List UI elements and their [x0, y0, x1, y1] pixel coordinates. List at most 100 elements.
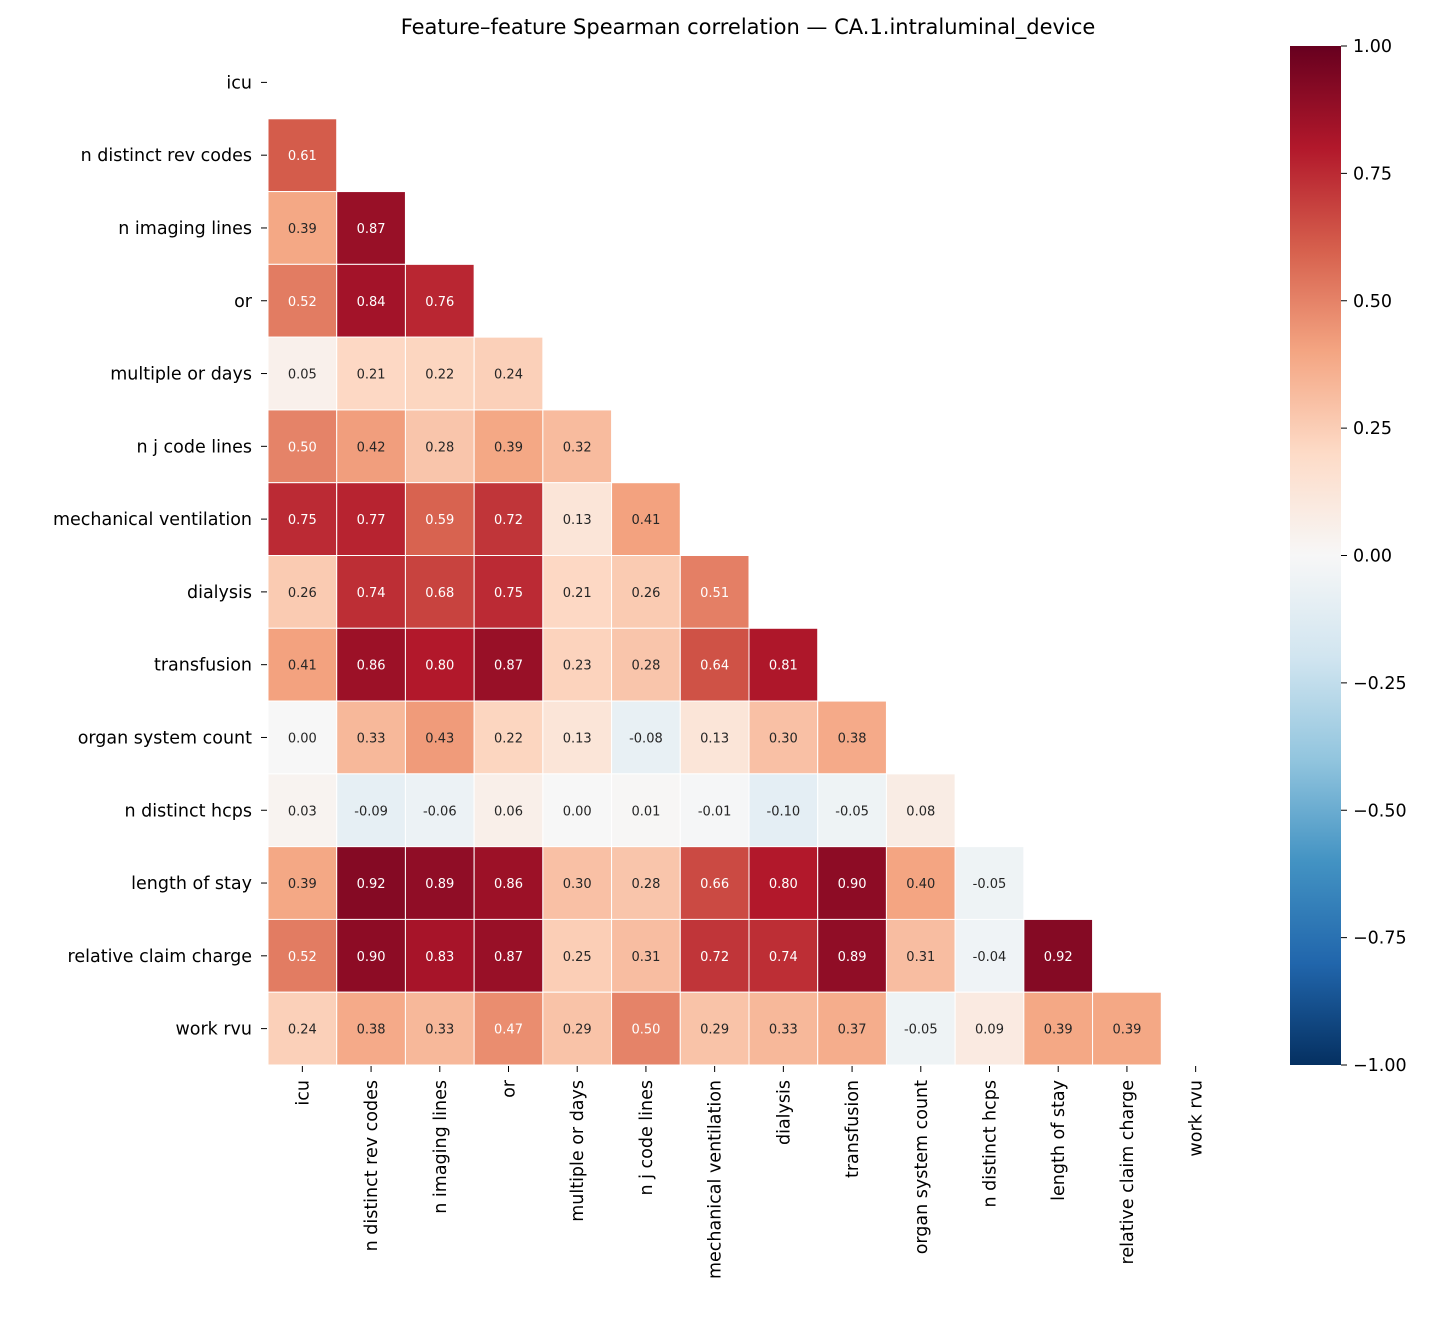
- heatmap-cell: [336, 409, 406, 484]
- cell-annotation: 0.37: [838, 1023, 867, 1038]
- cell-annotation: 0.00: [563, 804, 592, 819]
- heatmap-cell: [267, 918, 338, 993]
- cell-annotation: 0.76: [425, 295, 454, 310]
- heatmap-cell: [473, 555, 544, 629]
- cell-annotation: 0.86: [357, 659, 386, 674]
- cell-annotation: 0.39: [494, 440, 523, 455]
- cell-annotation: 0.26: [288, 586, 317, 601]
- heatmap-cell: [473, 482, 544, 557]
- heatmap-cell: [336, 482, 406, 557]
- heatmap-cell: [817, 991, 887, 1066]
- cell-annotation: -0.04: [973, 950, 1007, 965]
- heatmap-cell: [267, 991, 338, 1066]
- cell-annotation: 0.38: [357, 1023, 386, 1038]
- x-tick-label: icu: [293, 1080, 313, 1106]
- heatmap-cell: [267, 846, 338, 920]
- heatmap-cell: [954, 918, 1025, 993]
- cell-annotation: 0.30: [769, 731, 798, 746]
- cell-annotation: -0.05: [904, 1023, 938, 1038]
- cell-annotation: -0.09: [354, 804, 388, 819]
- cell-annotation: 0.01: [631, 804, 660, 819]
- chart-title: Feature–feature Spearman correlation — C…: [401, 15, 1096, 40]
- cell-annotation: 0.39: [1112, 1023, 1141, 1038]
- y-tick-label: or: [234, 292, 253, 312]
- colorbar-tick-label: −1.00: [1353, 1056, 1407, 1076]
- heatmap-cell: [336, 918, 406, 993]
- cell-annotation: 0.29: [700, 1023, 729, 1038]
- heatmap-cell: [404, 918, 475, 993]
- heatmap-cell: [817, 846, 887, 920]
- heatmap-cell: [611, 700, 681, 775]
- heatmap-cell: [1092, 991, 1162, 1066]
- x-tick-label: multiple or days: [568, 1080, 588, 1222]
- x-tick-label: mechanical ventilation: [706, 1080, 726, 1279]
- heatmap-cell: [473, 991, 544, 1066]
- cell-annotation: 0.89: [425, 877, 454, 892]
- cell-annotation: 0.77: [357, 513, 386, 528]
- y-tick-label: dialysis: [187, 583, 252, 603]
- cell-annotation: 0.72: [494, 513, 523, 528]
- cell-annotation: 0.90: [838, 877, 867, 892]
- cell-annotation: 0.41: [631, 513, 660, 528]
- cell-annotation: -0.01: [698, 804, 732, 819]
- cell-annotation: 0.75: [494, 586, 523, 601]
- cell-annotation: 0.87: [494, 659, 523, 674]
- heatmap-cells: 0.61 0.39 0.87 0.52 0.84 0.76 0.05 0.21 0.22 0.24…: [267, 118, 1162, 1066]
- colorbar-tick-label: 0.25: [1353, 419, 1392, 439]
- heatmap-cell: [404, 773, 475, 848]
- cell-annotation: 0.28: [631, 877, 660, 892]
- heatmap-cell: [954, 846, 1025, 920]
- cell-annotation: 0.33: [357, 731, 386, 746]
- cell-annotation: 0.80: [769, 877, 798, 892]
- cell-annotation: 0.28: [631, 659, 660, 674]
- x-tick-label: work rvu: [1187, 1080, 1207, 1157]
- cell-annotation: 0.29: [563, 1023, 592, 1038]
- x-tick-label: length of stay: [1049, 1080, 1069, 1201]
- heatmap-cell: [267, 263, 338, 338]
- heatmap-cell: [679, 991, 750, 1066]
- heatmap-cell: [473, 918, 544, 993]
- x-tick-label: dialysis: [774, 1080, 794, 1145]
- cell-annotation: 0.59: [425, 513, 454, 528]
- x-tick-label: transfusion: [843, 1080, 863, 1178]
- cell-annotation: 0.33: [425, 1023, 454, 1038]
- cell-annotation: 0.84: [357, 295, 386, 310]
- heatmap-cell: [885, 918, 956, 993]
- heatmap-cell: [404, 700, 475, 775]
- cell-annotation: 0.21: [563, 586, 592, 601]
- cell-annotation: 0.24: [288, 1023, 317, 1038]
- cell-annotation: 0.89: [838, 950, 867, 965]
- y-tick-label: relative claim charge: [68, 947, 252, 967]
- cell-annotation: -0.06: [423, 804, 457, 819]
- y-tick-label: n distinct hcps: [124, 801, 252, 821]
- cell-annotation: -0.05: [973, 877, 1007, 892]
- heatmap-cell: [885, 773, 956, 848]
- y-tick-label: length of stay: [131, 874, 252, 894]
- cell-annotation: 0.05: [288, 368, 317, 383]
- y-tick-label: n imaging lines: [118, 219, 252, 239]
- cell-annotation: 0.08: [906, 804, 935, 819]
- cell-annotation: 0.13: [700, 731, 729, 746]
- cell-annotation: 0.33: [769, 1023, 798, 1038]
- heatmap-cell: [473, 409, 544, 484]
- colorbar-tick-label: −0.75: [1353, 929, 1407, 949]
- y-tick-label: n j code lines: [136, 437, 252, 457]
- y-tick-label: mechanical ventilation: [53, 510, 252, 530]
- cell-annotation: 0.21: [357, 368, 386, 383]
- cell-annotation: 0.64: [700, 659, 729, 674]
- cell-annotation: 0.81: [769, 659, 798, 674]
- cell-annotation: 0.32: [563, 440, 592, 455]
- cell-annotation: 0.83: [425, 950, 454, 965]
- cell-annotation: 0.86: [494, 877, 523, 892]
- heatmap-cell: [404, 482, 475, 557]
- y-tick-label: n distinct rev codes: [81, 146, 252, 166]
- heatmap-cell: [954, 991, 1025, 1066]
- cell-annotation: 0.74: [769, 950, 798, 965]
- cell-annotation: 0.06: [494, 804, 523, 819]
- x-tick-label: n imaging lines: [431, 1080, 451, 1214]
- cell-annotation: -0.10: [767, 804, 801, 819]
- x-tick-label: n distinct rev codes: [362, 1080, 382, 1251]
- heatmap-cell: [679, 627, 750, 702]
- cell-annotation: 0.31: [631, 950, 660, 965]
- cell-annotation: 0.26: [631, 586, 660, 601]
